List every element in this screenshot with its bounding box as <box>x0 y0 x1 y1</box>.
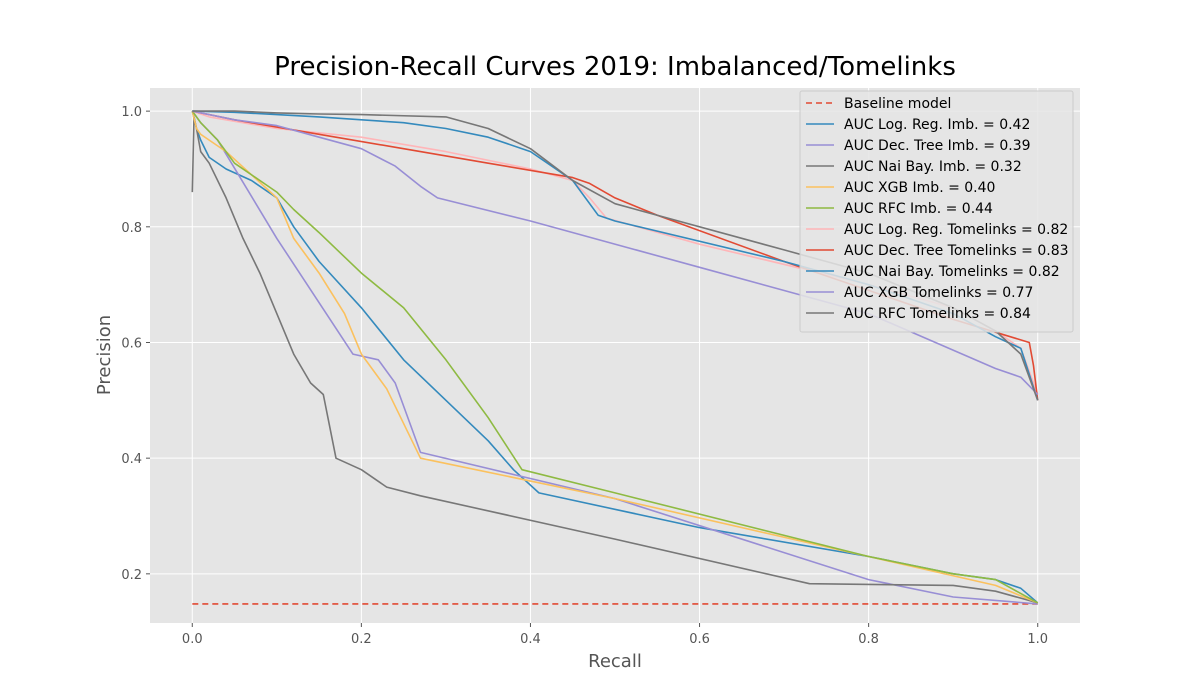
x-axis-label: Recall <box>588 651 642 672</box>
y-tick-label: 0.4 <box>121 452 142 467</box>
x-tick-label: 1.0 <box>1027 632 1048 647</box>
y-axis-ticks: 0.2 0.4 0.6 0.8 1.0 <box>121 105 150 583</box>
series-line-4 <box>191 110 1039 604</box>
y-tick-label: 0.2 <box>121 568 142 583</box>
y-tick-label: 0.8 <box>121 221 142 236</box>
legend-label: AUC Nai Bay. Imb. = 0.32 <box>844 159 1022 175</box>
y-tick-label: 0.6 <box>121 336 142 351</box>
legend-label: AUC RFC Imb. = 0.44 <box>844 201 993 217</box>
legend-label: AUC XGB Imb. = 0.40 <box>844 180 995 196</box>
x-tick-label: 0.4 <box>520 632 541 647</box>
x-tick-label: 0.8 <box>858 632 879 647</box>
x-tick-label: 0.2 <box>351 632 372 647</box>
legend-box <box>799 90 1074 333</box>
y-tick-label: 1.0 <box>121 105 142 120</box>
legend-label: AUC Dec. Tree Tomelinks = 0.83 <box>844 243 1069 259</box>
x-tick-label: 0.0 <box>182 632 203 647</box>
legend: Baseline model AUC Log. Reg. Imb. = 0.42 A… <box>799 90 1074 333</box>
series-line-3 <box>191 116 1038 604</box>
legend-label: AUC Log. Reg. Tomelinks = 0.82 <box>844 222 1068 238</box>
y-axis-label: Precision <box>94 315 115 395</box>
x-tick-label: 0.6 <box>689 632 710 647</box>
legend-label: AUC RFC Tomelinks = 0.84 <box>844 306 1031 322</box>
legend-label: AUC Log. Reg. Imb. = 0.42 <box>844 117 1030 133</box>
chart-title: Precision-Recall Curves 2019: Imbalanced… <box>274 52 956 82</box>
series-line-9 <box>192 110 1039 396</box>
legend-label: AUC XGB Tomelinks = 0.77 <box>844 285 1033 301</box>
series-line-7 <box>192 110 1039 401</box>
legend-label: AUC Nai Bay. Tomelinks = 0.82 <box>844 264 1060 280</box>
x-axis-ticks: 0.0 0.2 0.4 0.6 0.8 1.0 <box>182 623 1048 647</box>
legend-label: AUC Dec. Tree Imb. = 0.39 <box>844 138 1031 154</box>
series-line-5 <box>191 110 1039 604</box>
series-lines <box>191 110 1039 605</box>
legend-label: Baseline model <box>844 96 951 112</box>
